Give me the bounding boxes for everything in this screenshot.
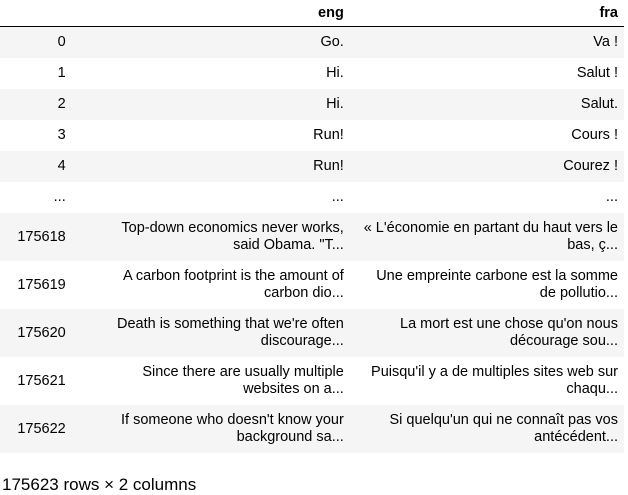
eng-cell: Top-down economics never works, said Oba… [72,213,350,261]
fra-cell: Courez ! [563,158,618,174]
row-index: 4 [57,158,66,174]
row-index: 2 [57,96,66,112]
eng-cell: Hi. [326,65,344,81]
eng-text: If someone who doesn't know your backgro… [121,412,344,445]
header-row: eng fra [0,0,624,27]
eng-cell: Since there are usually multiple website… [72,357,350,405]
fra-text: Une empreinte carbone est la somme de po… [376,268,618,301]
eng-cell: Hi. [326,96,344,112]
fra-cell: Va ! [593,34,618,50]
fra-cell: Une empreinte carbone est la somme de po… [350,261,624,309]
index-header [0,0,72,27]
fra-cell: Puisqu'il y a de multiples sites web sur… [350,357,624,405]
fra-cell: Salut ! [576,65,618,81]
table-row: 3 Run! Cours ! [0,120,624,151]
eng-cell: Go. [320,34,344,50]
eng-text: A carbon footprint is the amount of carb… [122,268,344,301]
fra-cell: « L'économie en partant du haut vers le … [350,213,624,261]
table-row: 175621 Since there are usually multiple … [0,357,624,405]
table-row: 4 Run! Courez ! [0,151,624,182]
row-index: 175618 [17,228,66,245]
fra-text: La mort est une chose qu'on nous découra… [400,316,618,349]
eng-cell: Run! [313,127,344,143]
fra-cell: Cours ! [571,127,618,143]
table-body: 0 Go. Va ! 1 Hi. Salut ! 2 Hi. Salut. 3 … [0,26,624,453]
ellipsis-row: ... ... ... [0,182,624,213]
row-index: 175619 [17,276,66,293]
table-row: 175619 A carbon footprint is the amount … [0,261,624,309]
table-row: 175618 Top-down economics never works, s… [0,213,624,261]
fra-cell: La mort est une chose qu'on nous découra… [350,309,624,357]
eng-cell: ... [331,189,344,205]
table-row: 0 Go. Va ! [0,26,624,58]
eng-cell: Run! [313,158,344,174]
row-index: 175622 [17,420,66,437]
eng-cell: If someone who doesn't know your backgro… [72,405,350,453]
row-index: 0 [57,34,66,50]
table-row: 1 Hi. Salut ! [0,58,624,89]
column-header-fra: fra [349,0,624,27]
table-row: 175620 Death is something that we're oft… [0,309,624,357]
eng-text: Since there are usually multiple website… [142,364,344,397]
eng-cell: A carbon footprint is the amount of carb… [72,261,350,309]
row-index: 3 [57,127,66,143]
row-index: 1 [57,65,66,81]
table-row: 175622 If someone who doesn't know your … [0,405,624,453]
fra-cell: Si quelqu'un qui ne connaît pas vos anté… [350,405,624,453]
row-index: 175620 [17,324,66,341]
dataframe-shape-footer: 175623 rows × 2 columns [2,475,197,494]
fra-text: Si quelqu'un qui ne connaît pas vos anté… [389,412,619,445]
table-row: 2 Hi. Salut. [0,89,624,120]
fra-text: « L'économie en partant du haut vers le … [363,220,618,253]
eng-text: Death is something that we're often disc… [116,316,344,349]
row-index: 175621 [17,372,66,389]
fra-cell: Salut. [580,96,618,112]
table-header: eng fra [0,0,624,27]
column-header-eng: eng [71,0,350,27]
dataframe-table: eng fra 0 Go. Va ! 1 Hi. Salut ! 2 Hi. S… [0,0,624,453]
eng-text: Top-down economics never works, said Oba… [121,220,344,253]
fra-text: Puisqu'il y a de multiples sites web sur… [371,364,618,397]
row-index: ... [53,189,66,205]
eng-cell: Death is something that we're often disc… [72,309,350,357]
fra-cell: ... [605,189,618,205]
